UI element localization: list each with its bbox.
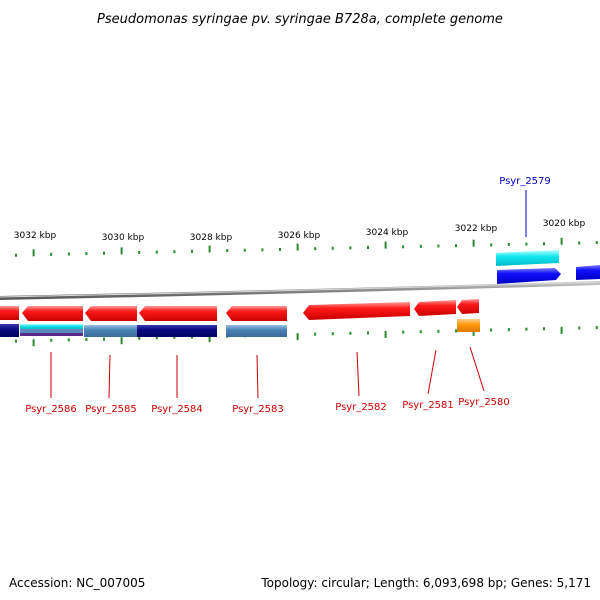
scale-label: 3024 kbp	[366, 228, 409, 238]
scale-ticks-upper	[15, 237, 598, 257]
gene-labels: Psyr_2579 Psyr_2586 Psyr_2585 Psyr_2584 …	[25, 176, 551, 415]
gene-arrow-psyr-2579-cds[interactable]	[497, 268, 561, 284]
gene-arrow-psyr-2583-cds[interactable]	[226, 306, 287, 321]
gene-feature-psyr-2586-c[interactable]	[20, 333, 83, 336]
gene-arrow-psyr-2584-cds[interactable]	[139, 306, 217, 321]
gene-label-psyr-2581[interactable]: Psyr_2581	[402, 400, 454, 411]
forward-strand-track	[496, 250, 600, 284]
scale-label: 3020 kbp	[543, 219, 586, 229]
gene-feature-psyr-2580[interactable]	[457, 319, 480, 332]
gene-feature-left-edge[interactable]	[0, 324, 19, 337]
gene-arrow-psyr-2582-cds[interactable]	[303, 302, 410, 320]
gene-arrow-psyr-2586-cds[interactable]	[22, 306, 83, 321]
scale-label: 3022 kbp	[455, 224, 498, 234]
genome-summary-text: Topology: circular; Length: 6,093,698 bp…	[260, 576, 591, 590]
genome-backbone-highlight	[0, 281, 600, 298]
scale-label: 3032 kbp	[14, 231, 57, 241]
gene-feature-psyr-2586-a[interactable]	[20, 324, 83, 329]
gene-label-psyr-2583[interactable]: Psyr_2583	[232, 404, 284, 415]
scale-label: 3030 kbp	[102, 233, 145, 243]
accession-text: Accession: NC_007005	[9, 576, 145, 590]
gene-arrow-psyr-2579-feature[interactable]	[496, 250, 559, 266]
gene-feature-psyr-2585[interactable]	[84, 325, 137, 337]
leader-line	[108, 354, 111, 399]
scale-label: 3026 kbp	[278, 231, 321, 241]
gene-arrow-psyr-2581-cds[interactable]	[414, 300, 456, 316]
gene-feature-psyr-2586-b[interactable]	[20, 329, 83, 333]
gene-arrow-left-edge[interactable]	[0, 306, 19, 320]
leader-line	[256, 354, 259, 399]
gene-label-psyr-2582[interactable]: Psyr_2582	[335, 402, 387, 413]
gene-label-psyr-2585[interactable]: Psyr_2585	[85, 404, 137, 415]
gene-label-psyr-2579[interactable]: Psyr_2579	[499, 176, 551, 187]
gene-arrow-next-forward[interactable]	[576, 265, 600, 280]
gene-arrow-psyr-2580-cds[interactable]	[457, 299, 479, 314]
map-title: Pseudomonas syringae pv. syringae B728a,…	[97, 12, 503, 27]
leader-line	[469, 346, 485, 392]
leader-line	[427, 349, 437, 395]
gene-feature-psyr-2584[interactable]	[137, 325, 217, 337]
gene-label-psyr-2584[interactable]: Psyr_2584	[151, 404, 203, 415]
scale-label: 3028 kbp	[190, 233, 233, 243]
scale-labels: 3032 kbp 3030 kbp 3028 kbp 3026 kbp 3024…	[14, 219, 586, 243]
gene-feature-psyr-2583[interactable]	[226, 325, 287, 337]
reverse-strand-track	[0, 299, 480, 337]
leader-line	[356, 351, 360, 397]
gene-arrow-psyr-2585-cds[interactable]	[85, 306, 137, 321]
gene-label-psyr-2586[interactable]: Psyr_2586	[25, 404, 77, 415]
label-leader-lines	[50, 190, 527, 399]
genome-backbone	[0, 281, 600, 300]
gene-label-psyr-2580[interactable]: Psyr_2580	[458, 397, 510, 408]
